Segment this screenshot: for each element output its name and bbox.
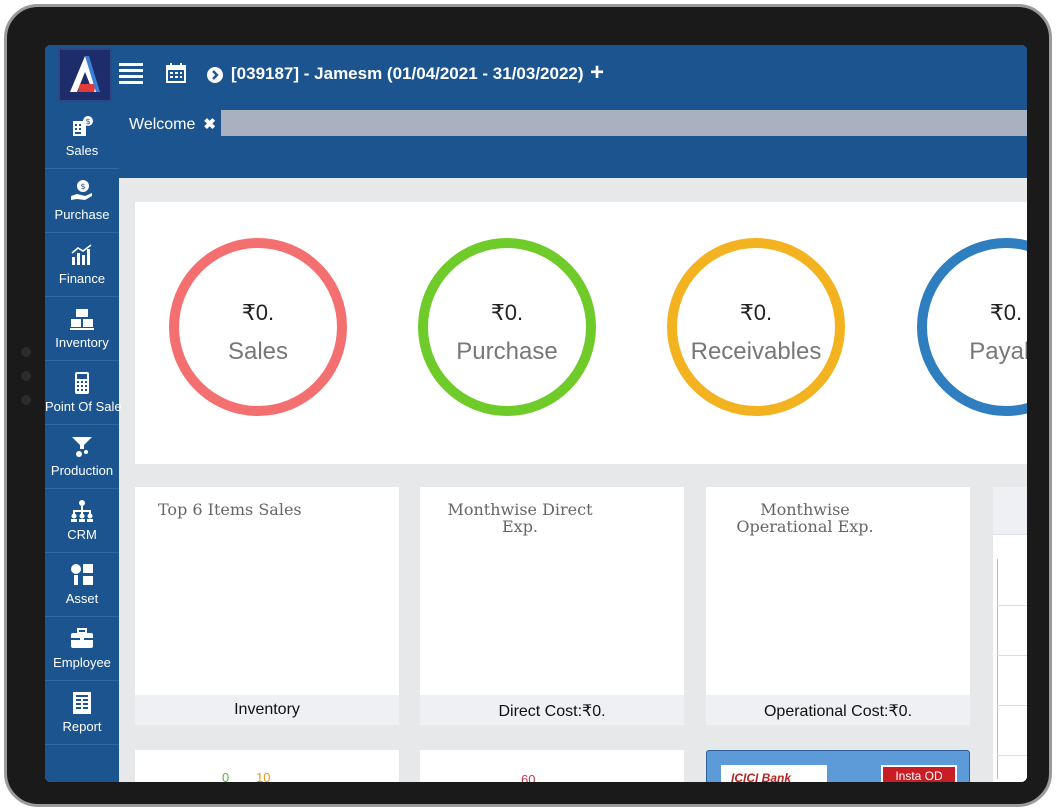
gauge-tick-label: 10 (256, 770, 271, 782)
sidebar-item-label: Employee (53, 655, 111, 670)
app-logo[interactable] (58, 48, 112, 102)
chart-gridline (997, 705, 1027, 706)
calendar-icon[interactable] (165, 62, 187, 84)
card-footer[interactable]: Direct Cost:₹0. (420, 695, 684, 725)
kpi-sales[interactable]: ₹0. Sales (169, 238, 347, 416)
sidebar-item-finance[interactable]: Finance (45, 233, 119, 297)
sidebar-item-label: CRM (67, 527, 97, 542)
sidebar-item-label: Production (50, 463, 114, 478)
crm-icon (71, 500, 93, 522)
kpi-value: ₹0. (241, 300, 275, 325)
tab-band: Welcome ✖ (119, 105, 1027, 178)
insta-od-badge: Insta OD (881, 765, 957, 782)
chart-gridline (997, 605, 1027, 606)
card-gauge-2: 60 (420, 750, 684, 782)
sidebar-item-production[interactable]: Production (45, 425, 119, 489)
device-camera-dots (21, 347, 31, 419)
sidebar-item-employee[interactable]: Employee (45, 617, 119, 681)
gauge-tick-label: 0 (222, 770, 230, 782)
tab-strip: Welcome ✖ (119, 110, 1027, 138)
sidebar-item-label: Purchase (54, 207, 110, 222)
sidebar-item-report[interactable]: Report (45, 681, 119, 745)
kpi-value: ₹0. (989, 300, 1023, 325)
card-title-line: Monthwise (760, 500, 850, 519)
card-gauge-1: 0 10 (135, 750, 399, 782)
svg-text:$: $ (85, 117, 90, 126)
inventory-icon (70, 309, 94, 330)
chart-gridline (997, 755, 1027, 756)
purchase-icon: $ (71, 180, 92, 200)
kpi-label: Payabl (969, 338, 1027, 365)
card-top-items-sales: Top 6 Items Sales Inventory (135, 487, 399, 725)
card-title-line: Exp. (501, 517, 539, 536)
sidebar-item-label: Asset (65, 591, 99, 606)
card-footer[interactable]: Operational Cost:₹0. (706, 695, 970, 725)
kpi-label: Receivables (690, 338, 822, 365)
tab-welcome-label: Welcome (129, 116, 196, 133)
card-title: Monthwise Direct Exp. (420, 487, 620, 535)
svg-text:$: $ (80, 182, 85, 191)
card-title: Monthwise Operational Exp. (706, 487, 904, 535)
card-monthwise-direct-exp: Monthwise Direct Exp. Direct Cost:₹0. (420, 487, 684, 725)
employee-icon (71, 628, 93, 648)
card-title: Top 6 Items Sales (135, 487, 399, 518)
card-title-line: Monthwise Direct (447, 500, 593, 519)
kpi-panel: ₹0. Sales ₹0. Purchase ₹0. Receivables ₹… (135, 202, 1027, 464)
sidebar-item-label: Point Of Sale (45, 399, 122, 414)
asset-icon (71, 564, 93, 585)
kpi-purchase[interactable]: ₹0. Purchase (418, 238, 596, 416)
kpi-label: Purchase (456, 338, 558, 365)
chart-axis (997, 559, 998, 779)
card-partial-chart (993, 487, 1027, 782)
hamburger-menu-icon[interactable] (119, 63, 143, 85)
kpi-label: Sales (227, 338, 289, 365)
sidebar-item-sales[interactable]: $ Sales (45, 105, 119, 169)
kpi-payables[interactable]: ₹0. Payabl (917, 238, 1027, 416)
kpi-value: ₹0. (739, 300, 773, 325)
tab-welcome[interactable]: Welcome ✖ (119, 110, 221, 138)
card-footer[interactable]: Inventory (135, 695, 399, 725)
sidebar-item-point-of-sale[interactable]: Point Of Sale (45, 361, 122, 425)
sidebar-item-label: Sales (65, 143, 99, 158)
sidebar-item-crm[interactable]: CRM (45, 489, 119, 553)
insta-od-text: Insta OD (883, 767, 955, 782)
report-icon (73, 692, 91, 714)
close-tab-icon[interactable]: ✖ (203, 116, 216, 133)
company-selector[interactable]: [039187] - Jamesm (01/04/2021 - 31/03/20… (231, 64, 584, 83)
top-bar: [039187] - Jamesm (01/04/2021 - 31/03/20… (45, 45, 1027, 105)
sidebar-item-asset[interactable]: Asset (45, 553, 119, 617)
chevron-circle-right-icon[interactable] (207, 67, 223, 83)
kpi-value: ₹0. (490, 300, 524, 325)
card-monthwise-operational-exp: Monthwise Operational Exp. Operational C… (706, 487, 970, 725)
finance-icon (71, 244, 92, 265)
sales-icon: $ (73, 116, 93, 136)
tablet-frame: [039187] - Jamesm (01/04/2021 - 31/03/20… (4, 4, 1052, 807)
add-company-icon[interactable]: + (590, 59, 605, 86)
chart-gridline (997, 655, 1027, 656)
sidebar-item-purchase[interactable]: $ Purchase (45, 169, 119, 233)
kpi-receivables[interactable]: ₹0. Receivables (667, 238, 845, 416)
card-title-line: Top 6 Items Sales (158, 500, 302, 519)
bank-banner[interactable]: ICICI Bank Insta OD (706, 750, 970, 782)
gauge-tick-label: 60 (521, 772, 536, 782)
sidebar-item-inventory[interactable]: Inventory (45, 297, 119, 361)
app-screen: [039187] - Jamesm (01/04/2021 - 31/03/20… (45, 45, 1027, 782)
card-header (993, 487, 1027, 535)
sidebar: $ Sales $ Purchase Finance Inventory Poi… (45, 105, 122, 782)
card-title-line: Operational Exp. (736, 517, 874, 536)
sidebar-item-label: Inventory (55, 335, 109, 350)
bank-logo: ICICI Bank (721, 765, 827, 782)
point-of-sale-icon (75, 372, 89, 394)
production-icon (72, 437, 92, 457)
sidebar-item-label: Report (62, 719, 102, 734)
sidebar-item-label: Finance (58, 271, 106, 286)
